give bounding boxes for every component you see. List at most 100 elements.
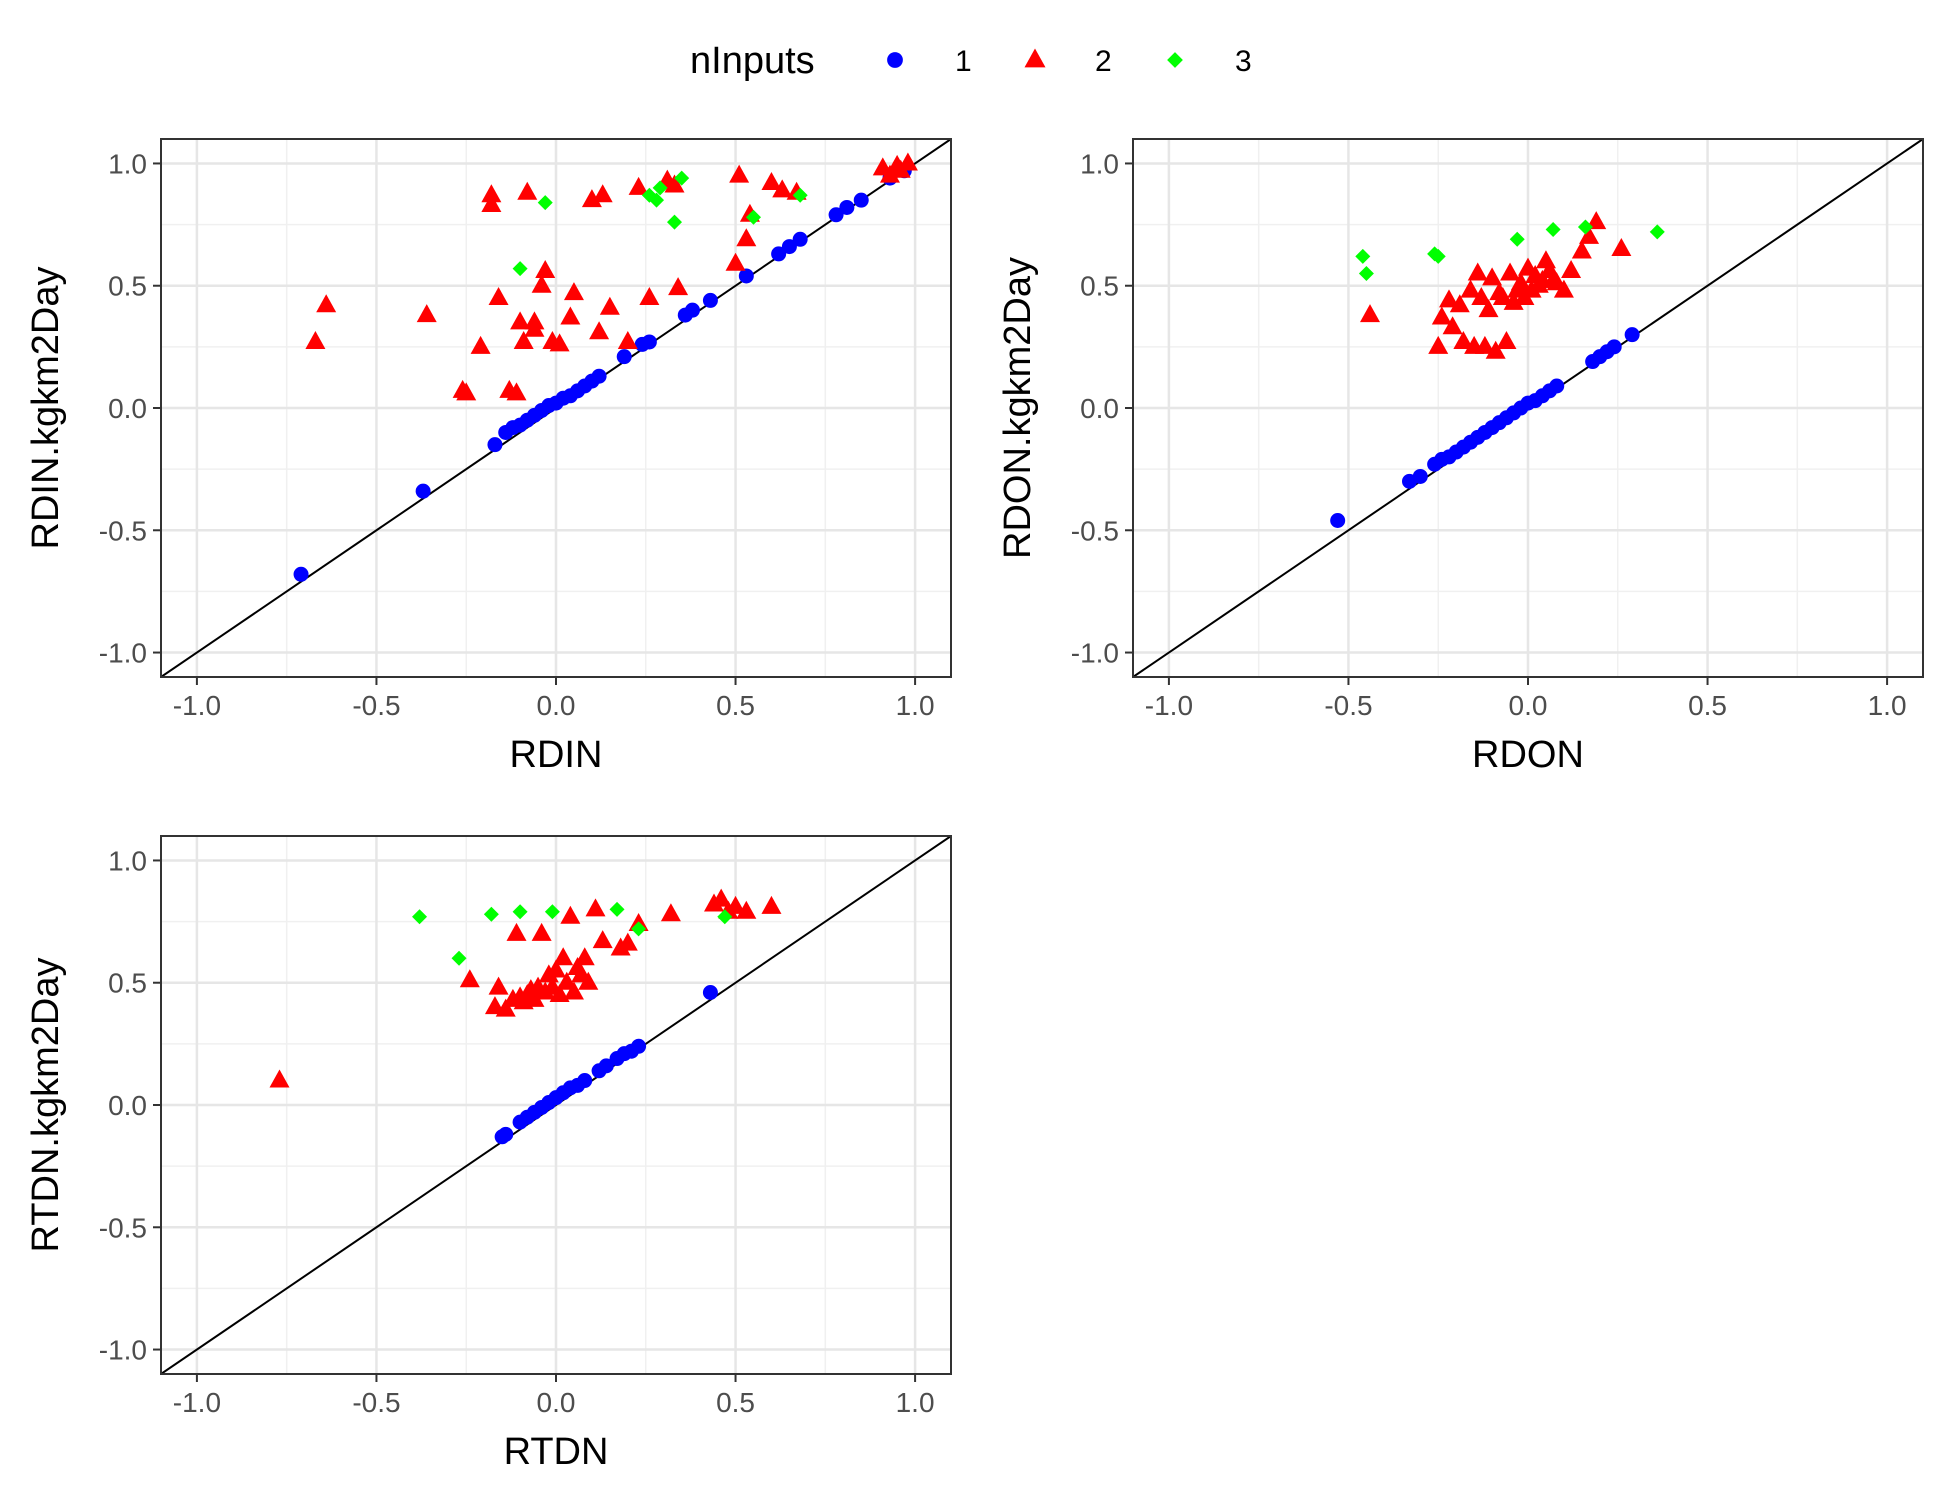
legend: nInputs 1 2 3 [690, 40, 1252, 82]
x-tick-label: 0.0 [537, 690, 576, 721]
data-point [702, 292, 718, 308]
axis-ticks: -1.0 -0.5 0.0 0.5 1.0 -1.0 -0.5 0.0 0.5 1.0 [1071, 148, 1907, 721]
data-point [592, 184, 613, 203]
data-point [1492, 286, 1513, 305]
data-point [839, 199, 855, 215]
axis-ticks: -1.0 -0.5 0.0 0.5 1.0 -1.0 -0.5 0.0 0.5 1.0 [99, 845, 935, 1418]
series-3 [512, 170, 808, 277]
x-tick-label: 1.0 [896, 690, 935, 721]
data-point [1510, 272, 1531, 291]
data-point [1442, 316, 1463, 335]
data-point [1500, 262, 1521, 281]
data-point [513, 330, 534, 349]
data-point [1561, 260, 1582, 279]
x-axis-title: RDIN [510, 734, 603, 776]
legend-key-diamond [1167, 52, 1183, 68]
data-point [483, 906, 499, 922]
data-point [481, 184, 502, 203]
data-point [725, 895, 746, 914]
data-point [1485, 340, 1506, 359]
data-point [556, 971, 577, 990]
data-point [1553, 279, 1574, 298]
legend-title: nInputs [690, 40, 815, 82]
x-axis-title: RDON [1472, 734, 1584, 776]
data-point [1545, 221, 1561, 237]
data-point [652, 180, 668, 196]
series-2 [269, 888, 782, 1088]
series-2 [305, 152, 918, 401]
series-1 [1330, 327, 1640, 528]
data-point [481, 194, 502, 213]
data-point [1467, 262, 1488, 281]
data-point [828, 207, 844, 223]
data-point [761, 895, 782, 914]
data-point [1474, 335, 1495, 354]
data-point [1460, 279, 1481, 298]
data-point [711, 888, 732, 907]
data-point [660, 903, 681, 922]
data-point [649, 192, 665, 208]
data-point [506, 922, 527, 941]
data-point [639, 286, 660, 305]
data-point [498, 1126, 514, 1142]
data-point [535, 260, 556, 279]
data-point [1586, 211, 1607, 230]
y-tick-label: 0.5 [1080, 271, 1119, 302]
data-point [1360, 304, 1380, 323]
data-point [1624, 327, 1640, 343]
data-point [1428, 335, 1449, 354]
panel-rtdn: -1.0 -0.5 0.0 0.5 1.0 -1.0 -0.5 0.0 0.5 1.0 RTDN RT… [25, 835, 952, 1473]
data-point [736, 228, 757, 247]
data-point [616, 349, 632, 365]
data-point [879, 164, 900, 183]
data-point [563, 981, 584, 1000]
y-tick-label: 1.0 [1080, 148, 1119, 179]
data-point [316, 294, 337, 313]
x-tick-label: 1.0 [1868, 690, 1907, 721]
series-1 [494, 985, 718, 1145]
data-point [577, 1073, 593, 1089]
data-point [668, 277, 689, 296]
data-point [506, 382, 527, 401]
data-point [488, 976, 509, 995]
gridlines [161, 139, 951, 677]
y-tick-label: -0.5 [1071, 515, 1119, 546]
x-tick-label: -1.0 [1145, 690, 1193, 721]
x-tick-label: -0.5 [352, 1387, 400, 1418]
data-point [598, 1058, 614, 1074]
data-point [1649, 224, 1665, 240]
data-point [549, 333, 570, 352]
legend-entries: 1 2 3 [887, 45, 1252, 78]
data-point [451, 950, 467, 966]
data-point [1606, 339, 1622, 355]
data-point [585, 898, 606, 917]
data-point [1431, 306, 1452, 325]
data-point [293, 566, 309, 582]
data-point [574, 947, 595, 966]
data-point [1482, 267, 1503, 286]
series-3 [1355, 219, 1665, 281]
data-point [738, 268, 754, 284]
data-point [1549, 378, 1565, 394]
data-point [495, 998, 516, 1017]
data-point [524, 311, 545, 330]
data-point [667, 214, 682, 230]
x-tick-label: 1.0 [896, 1387, 935, 1418]
data-point [792, 231, 808, 247]
chart-panels: -1.0 -0.5 0.0 0.5 1.0 -1.0 -0.5 0.0 0.5 1.0 RDIN RD… [25, 138, 1924, 1473]
data-point [456, 382, 477, 401]
data-point [1496, 330, 1517, 349]
data-point [772, 179, 793, 198]
y-tick-label: 0.5 [108, 271, 147, 302]
series-2 [1360, 211, 1632, 359]
data-point [746, 209, 761, 225]
data-point [1579, 225, 1600, 244]
y-axis-title: RTDN.kgkm2Day [25, 958, 67, 1253]
legend-entry-3: 3 [1167, 45, 1252, 78]
data-point [546, 959, 566, 978]
y-tick-label: -1.0 [1071, 638, 1119, 669]
data-point [631, 1038, 647, 1054]
data-point [1503, 291, 1524, 310]
data-point [560, 306, 581, 325]
y-tick-label: 1.0 [108, 845, 147, 876]
